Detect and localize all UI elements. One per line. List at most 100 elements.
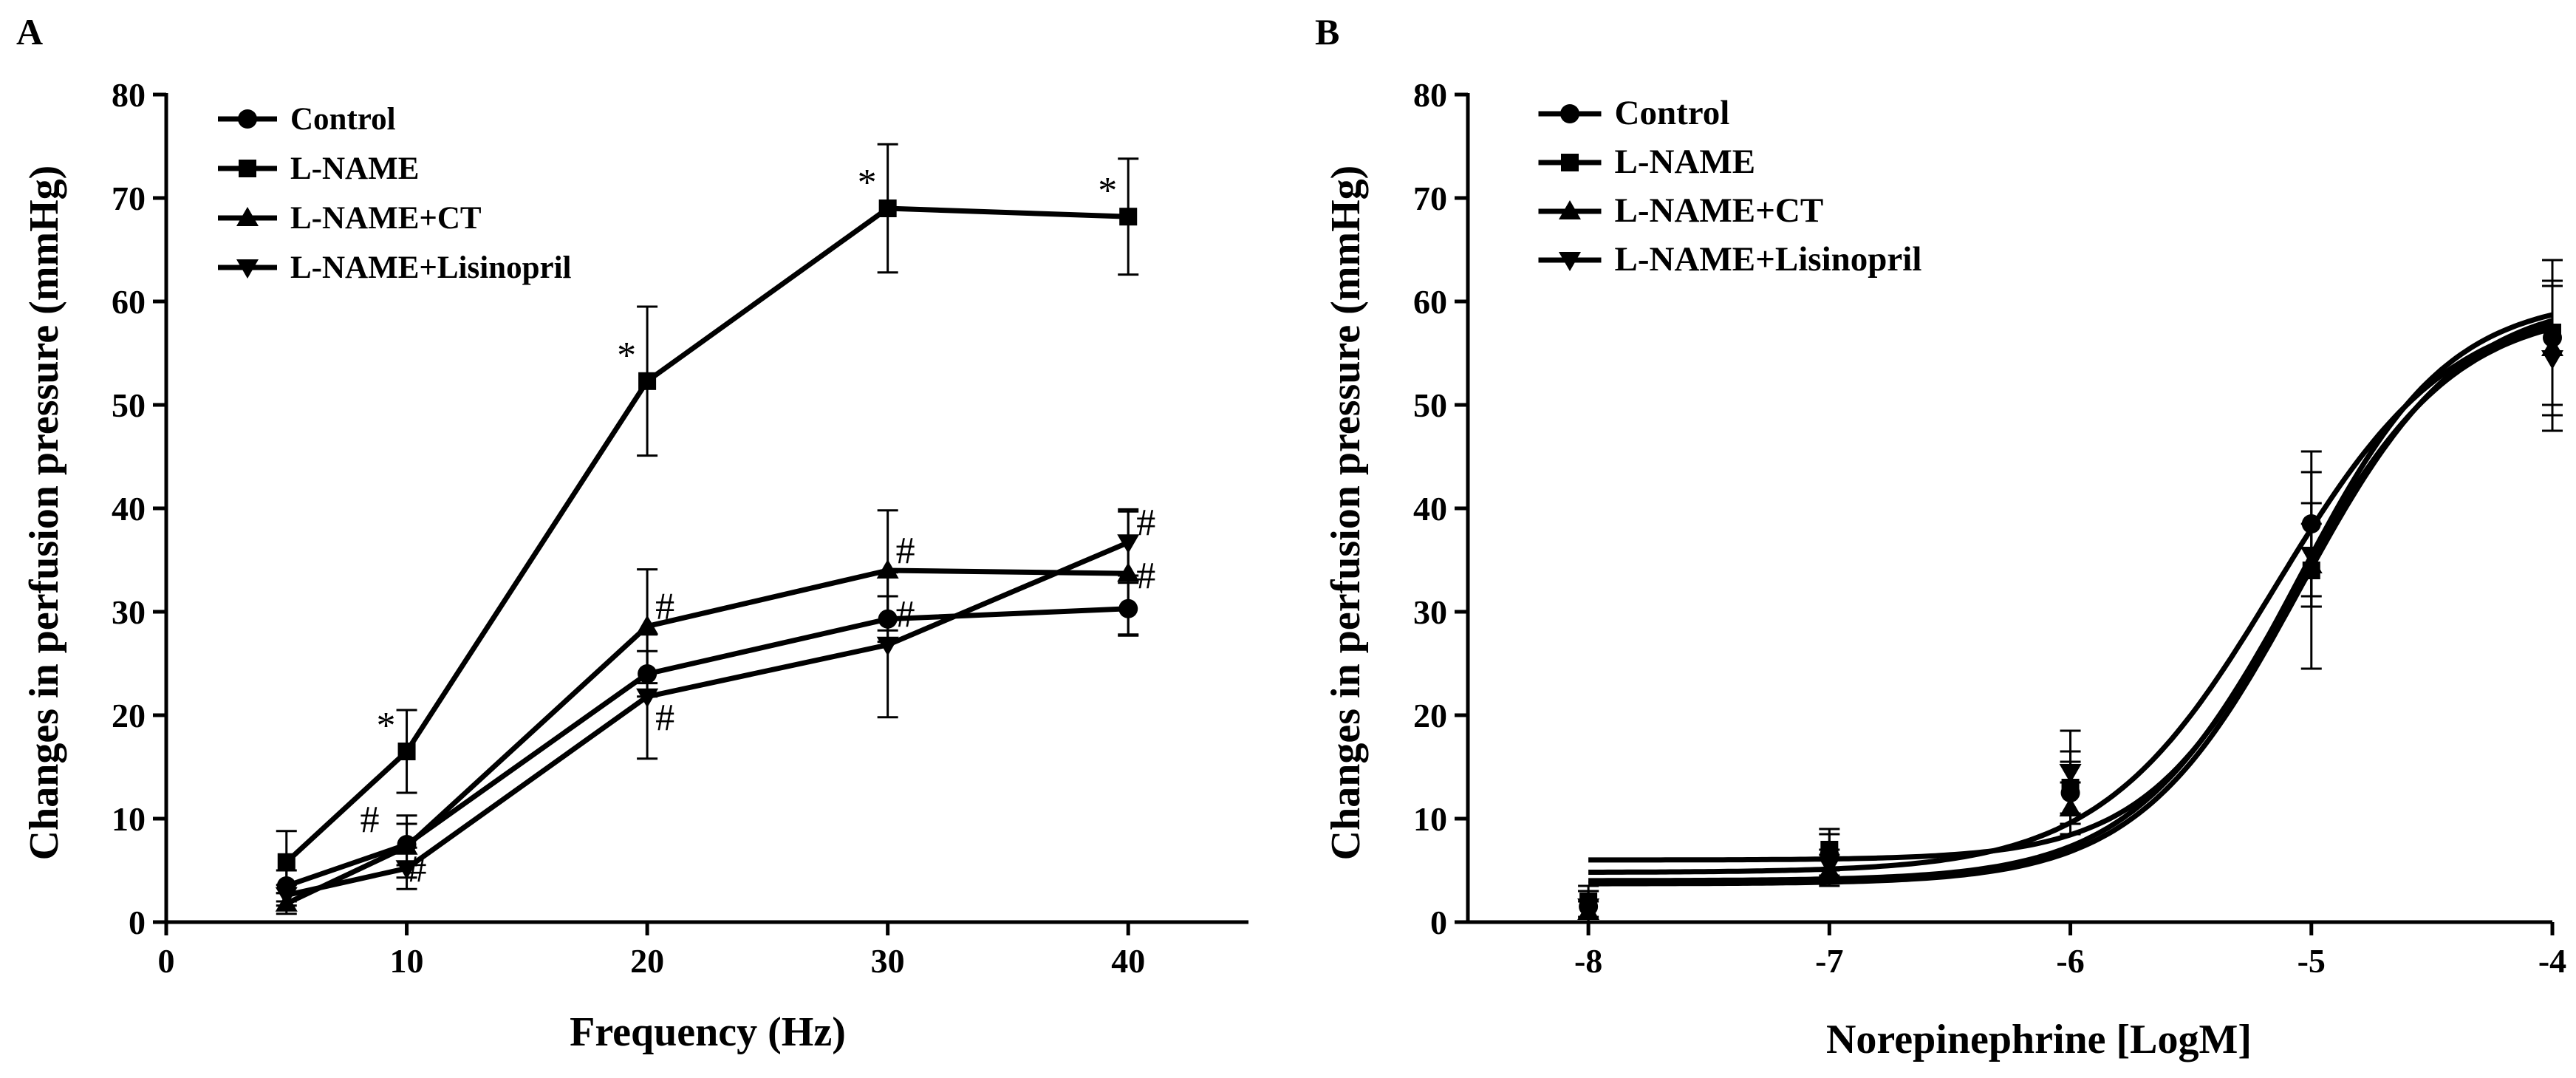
data-point-l-name-ct [395, 835, 418, 855]
data-point-l-name-lisinopril [2300, 547, 2323, 566]
significance-marker: # [361, 799, 380, 841]
data-point-l-name [878, 199, 897, 217]
legend-marker-control [1560, 104, 1579, 123]
y-tick-label: 20 [1413, 697, 1447, 734]
x-tick-label: 10 [390, 942, 424, 980]
legend-marker-l-name [1561, 154, 1579, 171]
significance-marker: * [1098, 170, 1117, 212]
y-tick-label: 0 [1430, 904, 1447, 941]
data-point-l-name-lisinopril [1117, 534, 1140, 554]
data-point-l-name-lisinopril [2541, 350, 2563, 369]
data-point-l-name [1119, 208, 1138, 226]
panel-a-y-axis-label: Changes in perfusion pressure (mmHg) [21, 166, 67, 861]
y-tick-label: 80 [112, 76, 146, 114]
y-tick-label: 30 [112, 593, 146, 631]
data-point-l-name-ct [636, 615, 659, 635]
series-l-name: * * * * [276, 143, 1139, 895]
data-point-l-name-lisinopril [1818, 857, 1841, 876]
x-tick-label: -6 [2056, 942, 2084, 980]
panel-a: A Changes in perfusion pressure (mmHg) F… [16, 11, 1248, 1055]
data-point-l-name-lisinopril [2059, 764, 2082, 783]
series-l-name-lisinopril [1577, 284, 2563, 924]
legend-marker-l-name-ct [236, 207, 259, 226]
y-tick-label: 40 [112, 490, 146, 528]
panel-a-axes: 0 10 20 30 40 50 60 70 80 0 10 20 30 40 [112, 76, 1248, 980]
significance-marker: * [858, 162, 877, 204]
series-l-name-ct [1577, 279, 2563, 924]
panel-a-x-axis-label: Frequency (Hz) [570, 1009, 846, 1055]
x-tick-label: 30 [871, 942, 905, 980]
legend-marker-l-name-lisinopril [1559, 252, 1581, 271]
legend-marker-l-name-lisinopril [236, 259, 259, 279]
legend-item-l-name-lisinopril: L-NAME+Lisinopril [218, 250, 572, 285]
x-tick-label: 20 [630, 942, 664, 980]
data-point-l-name [397, 743, 416, 760]
line-l-name [284, 205, 1129, 864]
y-tick-label: 30 [1413, 593, 1447, 631]
significance-marker: # [1136, 502, 1155, 544]
panel-b-plot-area [1577, 259, 2563, 924]
data-point-l-name-ct [876, 559, 899, 579]
data-point-l-name-lisinopril [1577, 898, 1600, 918]
panel-b: B Changes in perfusion pressure (mmHg) N… [1315, 11, 2566, 1062]
panel-a-legend: Control L-NAME L-NAME+CT L-NAME+Lisinopril [218, 102, 572, 285]
y-tick-label: 20 [112, 697, 146, 734]
y-tick-label: 60 [1413, 283, 1447, 321]
legend-marker-l-name [239, 160, 256, 177]
legend-item-control: Control [218, 102, 396, 137]
y-tick-label: 40 [1413, 490, 1447, 528]
y-tick-label: 10 [1413, 800, 1447, 838]
y-tick-label: 60 [112, 283, 146, 321]
legend-item-l-name: L-NAME [218, 151, 419, 186]
panel-letter-a: A [16, 11, 43, 52]
legend-item-control: Control [1538, 94, 1730, 132]
y-tick-label: 0 [129, 904, 146, 941]
y-tick-label: 50 [1413, 386, 1447, 424]
data-point-l-name-lisinopril [275, 887, 298, 907]
x-tick-label: 40 [1111, 942, 1145, 980]
significance-marker: # [408, 848, 427, 890]
legend-label: L-NAME [290, 151, 419, 186]
legend-label: L-NAME+CT [1615, 191, 1824, 230]
significance-marker: # [655, 697, 674, 739]
y-tick-label: 10 [112, 800, 146, 838]
x-tick-label: 0 [158, 942, 175, 980]
legend-label: L-NAME+Lisinopril [1615, 240, 1922, 279]
panel-letter-b: B [1315, 11, 1339, 52]
significance-marker: * [377, 705, 396, 747]
legend-label: Control [1615, 94, 1730, 132]
legend-item-l-name-ct: L-NAME+CT [218, 201, 482, 236]
legend-marker-control [238, 109, 257, 129]
x-tick-label: -4 [2538, 942, 2566, 980]
significance-marker: # [1136, 555, 1155, 597]
legend-label: L-NAME [1615, 143, 1756, 181]
data-point-l-name [638, 372, 657, 390]
legend-item-l-name-lisinopril: L-NAME+Lisinopril [1538, 240, 1922, 279]
legend-label: L-NAME+CT [290, 201, 482, 236]
data-point-l-name-lisinopril [395, 860, 418, 880]
legend-item-l-name-ct: L-NAME+CT [1538, 191, 1824, 230]
significance-marker: * [617, 335, 636, 377]
panel-a-plot-area: * * * * # # # # # # # # [275, 143, 1155, 915]
x-tick-label: -5 [2297, 942, 2326, 980]
legend-item-l-name: L-NAME [1538, 143, 1756, 181]
panel-b-x-axis-label: Norepinephrine [LogM] [1826, 1017, 2252, 1062]
data-point-l-name [277, 853, 295, 871]
y-tick-label: 50 [112, 386, 146, 424]
legend-marker-l-name-ct [1559, 200, 1581, 219]
panel-b-y-axis-label: Changes in perfusion pressure (mmHg) [1323, 166, 1369, 861]
fit-curve-l-name-lisinopril [1588, 326, 2553, 884]
y-tick-label: 70 [112, 180, 146, 217]
significance-marker: # [655, 586, 674, 628]
y-tick-label: 70 [1413, 180, 1447, 217]
significance-marker: # [896, 530, 915, 572]
x-tick-label: -7 [1815, 942, 1843, 980]
data-point-l-name-lisinopril [636, 688, 659, 708]
data-point-l-name-lisinopril [876, 636, 899, 656]
y-tick-label: 80 [1413, 76, 1447, 114]
series-l-name-lisinopril: # # # # [275, 502, 1155, 907]
significance-marker: # [896, 593, 915, 635]
legend-label: L-NAME+Lisinopril [290, 250, 572, 285]
panel-b-axes: 0 10 20 30 40 50 60 70 80 -8 -7 -6 -5 -4 [1413, 76, 2566, 980]
